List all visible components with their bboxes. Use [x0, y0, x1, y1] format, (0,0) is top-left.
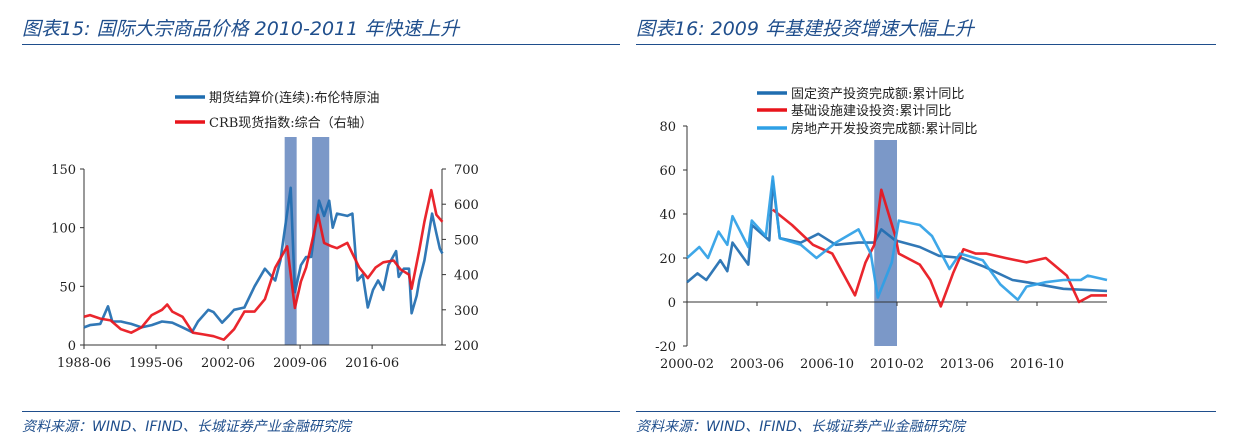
x-tick-label: 1995-06: [129, 356, 183, 371]
right-source-rule: [636, 411, 1216, 412]
right-chart-title: 图表16: 2009 年基建投资增速大幅上升: [636, 18, 975, 40]
series-line-1: [686, 179, 1108, 293]
x-tick-label: 2000-02: [660, 357, 714, 372]
x-tick-label: 2010-02: [870, 357, 924, 372]
y-tick-label: 80: [659, 120, 676, 135]
y2-tick-label: 500: [454, 233, 479, 248]
y-tick-label: 50: [59, 280, 76, 295]
y-tick-label: 20: [659, 252, 676, 267]
legend-label: 基础设施建设投资:累计同比: [791, 103, 951, 119]
series-line-3: [686, 175, 1108, 302]
right-source: 资料来源：WIND、IFIND、长城证券产业金融研究院: [636, 419, 965, 435]
y2-tick-label: 400: [454, 269, 479, 284]
y-tick-label: 0: [68, 339, 76, 354]
left-chart-title: 图表15: 国际大宗商品价格 2010-2011 年快速上升: [22, 18, 460, 40]
legend-label: 固定资产投资完成额:累计同比: [791, 86, 964, 102]
y2-tick-label: 300: [454, 304, 479, 319]
x-tick-label: 2003-06: [730, 357, 784, 372]
y-tick-label: 0: [668, 296, 676, 311]
series-line-1: [83, 186, 444, 334]
y-tick-label: -20: [655, 340, 676, 355]
series-line-2: [771, 188, 1107, 308]
y-tick-label: 100: [51, 222, 76, 237]
x-tick-label: 2016-10: [1010, 357, 1064, 372]
series-line-2: [83, 188, 444, 341]
chart-1: 0 50 100 150 200 300 400 500 600 700 1988-06 1995-0…: [51, 90, 479, 371]
x-tick-label: 2016-06: [345, 356, 399, 371]
right-title-rule: [636, 44, 1216, 45]
y-tick-label: 60: [659, 164, 676, 179]
x-tick-label: 2013-06: [940, 357, 994, 372]
chart-2: -20 0 20 40 60 80 2000-02 2003-06 2006-10 2010-02…: [655, 86, 1108, 372]
y2-tick-label: 200: [454, 339, 479, 354]
legend-label: 房地产开发投资完成额:累计同比: [791, 121, 977, 137]
x-tick-label: 1988-06: [57, 356, 111, 371]
legend-label: 期货结算价(连续):布伦特原油: [209, 90, 380, 106]
x-tick-label: 2006-10: [800, 357, 854, 372]
shaded-period: [284, 137, 297, 345]
shaded-period: [874, 140, 897, 346]
left-title-rule: [22, 44, 620, 45]
y2-tick-label: 600: [454, 198, 479, 213]
legend-label: CRB现货指数:综合（右轴）: [209, 115, 373, 131]
y2-tick-label: 700: [454, 163, 479, 178]
left-source-rule: [22, 411, 620, 412]
y-tick-label: 40: [659, 208, 676, 223]
x-tick-label: 2009-06: [273, 356, 327, 371]
y-tick-label: 150: [51, 163, 76, 178]
shaded-period: [312, 137, 330, 345]
left-source: 资料来源：WIND、IFIND、长城证券产业金融研究院: [22, 419, 351, 435]
x-tick-label: 2002-06: [201, 356, 255, 371]
